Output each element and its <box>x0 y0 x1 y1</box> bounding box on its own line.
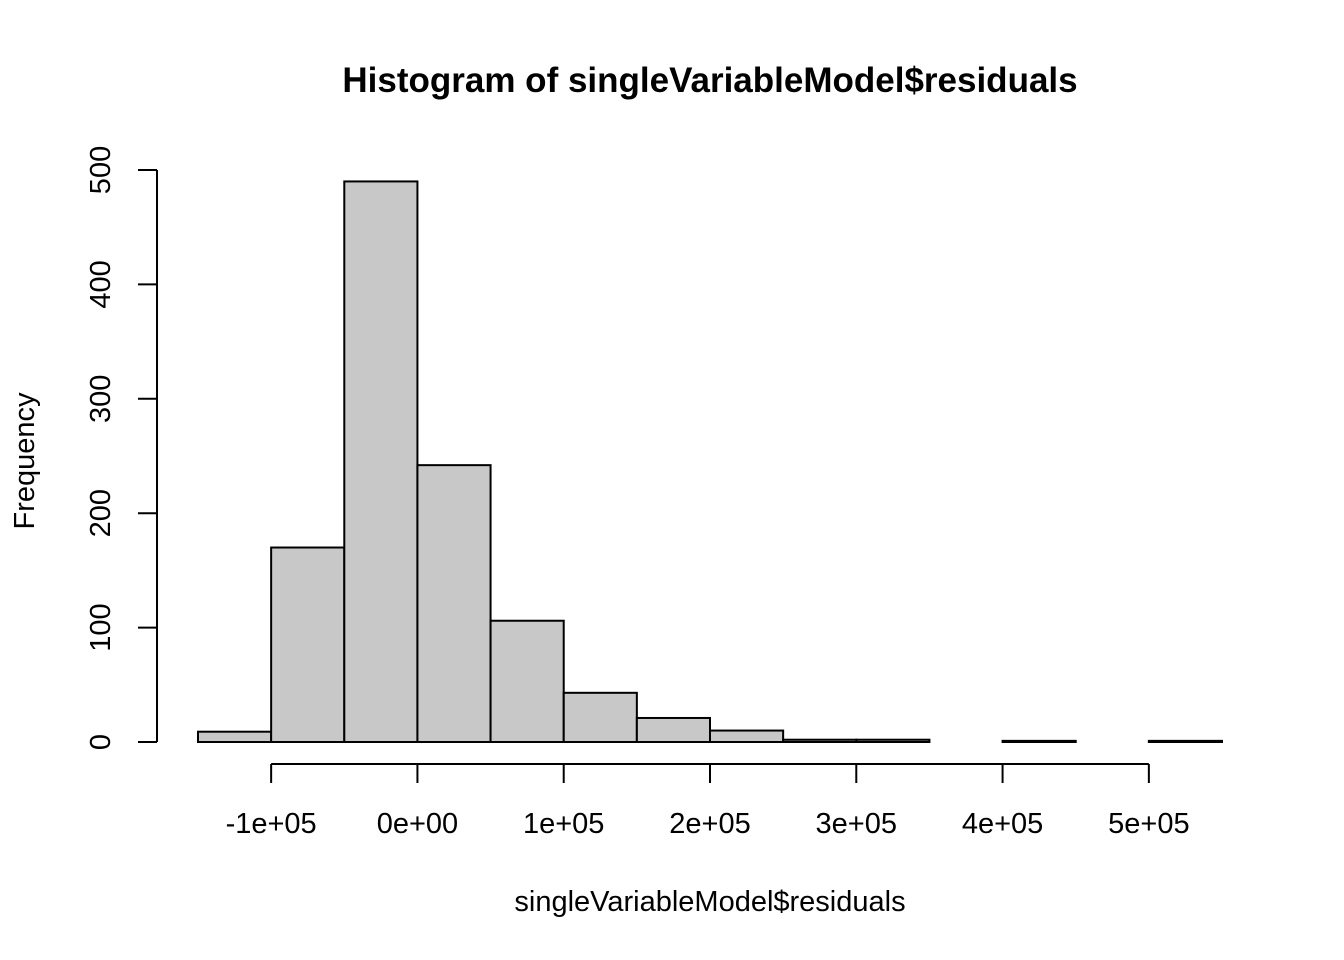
x-axis: -1e+05 0e+00 1e+05 2e+05 3e+05 4e+05 5e+05 <box>226 763 1190 840</box>
histogram-bar <box>855 738 931 743</box>
x-axis-label: singleVariableModel$residuals <box>514 886 905 918</box>
y-tick-label: 500 <box>85 146 117 194</box>
histogram-bar <box>489 619 565 744</box>
bars-group <box>197 180 1224 744</box>
histogram-bar <box>709 729 785 743</box>
chart-title: Histogram of singleVariableModel$residua… <box>342 61 1077 100</box>
x-tick-label: 0e+00 <box>377 808 458 840</box>
histogram-bar <box>270 546 346 744</box>
histogram-bar <box>635 716 711 744</box>
y-tick-label: 200 <box>85 489 117 537</box>
histogram-bar <box>343 180 419 743</box>
y-axis-label: Frequency <box>9 392 41 530</box>
histogram-bar <box>416 464 492 743</box>
x-tick-label: 3e+05 <box>816 808 897 840</box>
histogram-bar <box>562 691 638 743</box>
x-tick-label: 4e+05 <box>962 808 1043 840</box>
histogram-bar <box>1001 739 1077 744</box>
x-tick-label: 2e+05 <box>669 808 750 840</box>
x-tick-label: 5e+05 <box>1108 808 1189 840</box>
y-tick-label: 100 <box>85 603 117 651</box>
y-tick-label: 400 <box>85 260 117 308</box>
histogram-bar <box>1147 739 1224 744</box>
x-tick-label: 1e+05 <box>523 808 604 840</box>
y-tick-label: 0 <box>85 734 117 750</box>
x-tick-label: -1e+05 <box>226 808 317 840</box>
y-axis: 0 100 200 300 400 500 <box>85 146 158 750</box>
histogram-bar <box>782 738 858 743</box>
y-tick-label: 300 <box>85 375 117 423</box>
histogram-bar <box>197 730 273 743</box>
